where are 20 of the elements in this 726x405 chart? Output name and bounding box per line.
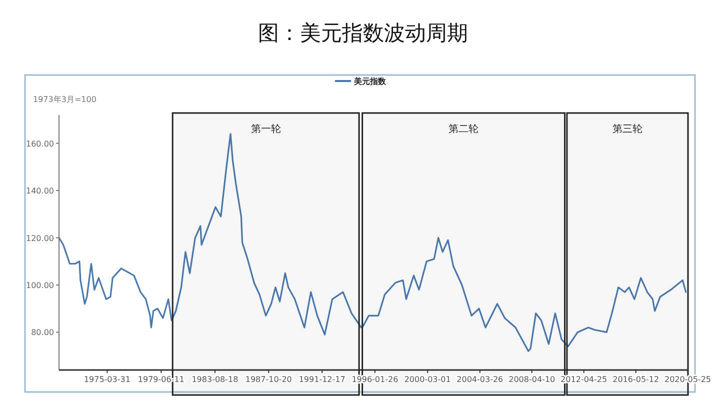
y-tick-label: 80.00 <box>31 328 54 338</box>
y-tick-label: 140.00 <box>26 186 54 196</box>
band-label: 第三轮 <box>612 123 642 135</box>
chart-title: 图：美元指数波动周期 <box>258 21 468 45</box>
x-tick-label: 1975-03-31 <box>84 375 130 384</box>
x-tick-label: 2000-03-01 <box>404 375 451 384</box>
band-label: 第二轮 <box>448 123 479 135</box>
x-tick-label: 1987-10-20 <box>245 375 292 384</box>
y-tick-label: 100.00 <box>26 281 54 290</box>
y-tick-label: 160.00 <box>26 139 54 148</box>
y-tick-label: 120.00 <box>26 234 54 243</box>
band-label: 第一轮 <box>250 123 281 135</box>
x-tick-label: 1991-12-17 <box>298 375 346 384</box>
x-tick-label: 1983-08-18 <box>192 375 238 384</box>
legend-label: 美元指数 <box>353 76 387 86</box>
x-tick-label: 2016-05-12 <box>612 375 660 384</box>
y-axis-title: 1973年3月=100 <box>33 95 96 104</box>
x-tick-label: 2004-03-26 <box>456 375 504 384</box>
x-tick-label: 2008-04-10 <box>508 375 556 384</box>
line-series <box>58 133 687 352</box>
